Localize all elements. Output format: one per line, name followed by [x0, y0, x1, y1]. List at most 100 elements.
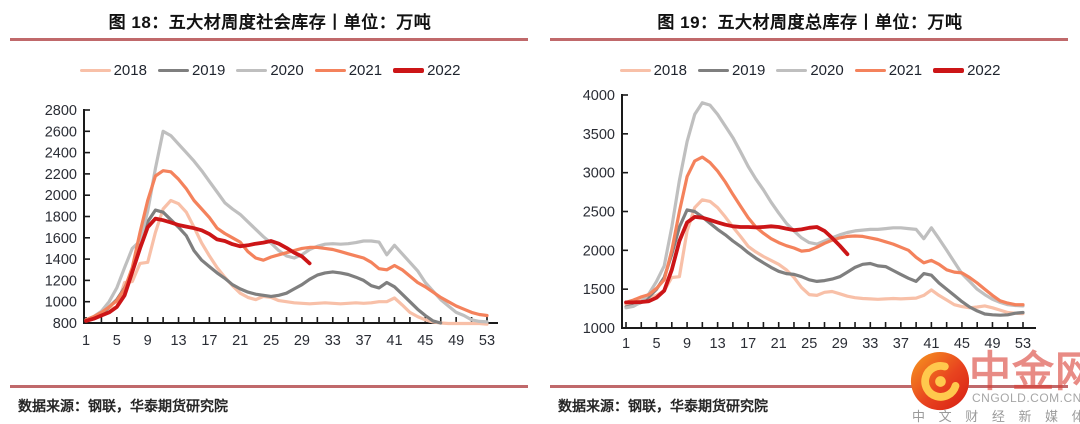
- watermark-tagline-text: 中 文 财 经 新 媒 体: [912, 409, 1080, 424]
- data-source-left: 数据来源：钢联，华泰期货研究院: [18, 398, 228, 414]
- y-tick-label: 2200: [45, 167, 77, 183]
- series-2022-line: [624, 214, 850, 305]
- x-tick-label: 33: [862, 336, 878, 352]
- chart-title-left: 图 18：五大材周度社会库存丨单位：万吨: [108, 13, 432, 32]
- x-tick-label: 49: [448, 333, 464, 349]
- legend-label-2018: 2018: [113, 62, 147, 79]
- x-tick-label: 33: [325, 333, 341, 349]
- x-tick-label: 21: [232, 333, 248, 349]
- y-tick-label: 4000: [583, 88, 615, 104]
- x-tick-label: 53: [1015, 336, 1031, 352]
- legend-item-2020: 2020: [236, 62, 304, 79]
- x-tick-label: 9: [144, 333, 152, 349]
- swirl-comma-icon: [910, 351, 970, 411]
- footer-divider-right: [550, 385, 1068, 388]
- y-tick-label: 1200: [45, 273, 77, 289]
- legend-label-2020: 2020: [270, 62, 304, 79]
- line-chart-social-inventory: 800 1000 1200 1400 1600 1800 2000 2200 2400 2600 2…: [45, 103, 498, 349]
- chart-title-right: 图 19：五大材周度总库存丨单位：万吨: [657, 13, 963, 32]
- series-2018-line: [624, 198, 1025, 316]
- legend-swatch-2022: [393, 68, 425, 73]
- y-tick-label: 1000: [583, 321, 615, 337]
- x-tick-label: 53: [479, 333, 495, 349]
- cngold-watermark-logo: 中金网 CNGOLD.COM.CN 中 文 财 经 新 媒 体: [903, 342, 1080, 424]
- series-2021-line: [84, 169, 489, 322]
- title-divider-left: [10, 38, 528, 41]
- legend-left: 2018 2019 2020 2021 2022: [0, 62, 540, 79]
- series-2019-line: [624, 208, 1025, 317]
- legend-label-2019: 2019: [191, 62, 226, 79]
- x-tick-label: 45: [954, 336, 970, 352]
- y-tick-label: 1000: [45, 295, 77, 311]
- x-tick-label: 37: [893, 336, 909, 352]
- chart-panel-social-inventory: 图 18：五大材周度社会库存丨单位：万吨 2018 2019 2020 2021…: [0, 13, 540, 414]
- y-tick-label: 1600: [45, 231, 77, 247]
- legend-swatch-2019: [157, 68, 189, 73]
- y-tick-label: 2000: [45, 188, 77, 204]
- series-2022-line: [84, 216, 312, 323]
- legend-item-2020: 2020: [776, 62, 844, 79]
- x-tick-label: 1: [622, 336, 630, 352]
- legend-label-2020: 2020: [810, 62, 844, 79]
- x-tick-label: 17: [740, 336, 756, 352]
- y-tick-label: 2500: [583, 205, 615, 221]
- y-tick-label: 3500: [583, 127, 615, 143]
- legend-swatch-2018: [79, 68, 111, 73]
- legend-swatch-2021: [314, 68, 346, 73]
- legend-item-2019: 2019: [697, 62, 766, 79]
- y-tick-label: 1400: [45, 252, 77, 268]
- legend-label-2022: 2022: [427, 62, 461, 79]
- x-tick-label: 41: [386, 333, 402, 349]
- x-tick-label: 5: [652, 336, 660, 352]
- legend-item-2021: 2021: [314, 62, 383, 79]
- x-tick-label: 49: [984, 336, 1000, 352]
- watermark-brand-text: 中金网: [969, 348, 1080, 395]
- x-tick-label: 13: [170, 333, 186, 349]
- y-tick-label: 1500: [583, 282, 615, 298]
- legend-label-2021: 2021: [888, 62, 923, 79]
- x-tick-label: 41: [923, 336, 939, 352]
- title-divider-right: [550, 38, 1068, 41]
- x-tick-label: 1: [82, 333, 90, 349]
- x-tick-label: 25: [263, 333, 279, 349]
- data-source-right: 数据来源：钢联，华泰期货研究院: [558, 398, 768, 414]
- footer-divider-left: [10, 385, 528, 388]
- x-tick-label: 17: [201, 333, 217, 349]
- legend-item-2018: 2018: [79, 62, 147, 79]
- legend-swatch-2020: [236, 68, 268, 73]
- y-tick-label: 2600: [45, 124, 77, 140]
- series-2021-line: [624, 155, 1025, 307]
- legend-item-2022: 2022: [393, 62, 460, 79]
- y-tick-label: 2400: [45, 146, 77, 162]
- legend-label-2018: 2018: [653, 62, 687, 79]
- legend-item-2021: 2021: [854, 62, 923, 79]
- x-tick-label: 13: [710, 336, 726, 352]
- y-tick-label: 2800: [45, 103, 77, 119]
- x-tick-label: 5: [113, 333, 121, 349]
- line-chart-total-inventory: 1000 1500 2000 2500 3000 3500 4000 1 5 9 13 17 21 25 2…: [583, 88, 1036, 352]
- x-tick-label: 9: [683, 336, 691, 352]
- legend-swatch-2018: [619, 68, 651, 73]
- legend-swatch-2021: [854, 68, 886, 73]
- legend-item-2018: 2018: [619, 62, 687, 79]
- x-tick-label: 29: [832, 336, 848, 352]
- x-tick-label: 45: [417, 333, 433, 349]
- legend-item-2022: 2022: [933, 62, 1000, 79]
- y-tick-label: 800: [53, 316, 77, 332]
- legend-right: 2018 2019 2020 2021 2022: [540, 62, 1080, 79]
- y-tick-label: 3000: [583, 166, 615, 182]
- series-2018-line: [84, 198, 489, 326]
- x-tick-label: 25: [801, 336, 817, 352]
- watermark-domain-text: CNGOLD.COM.CN: [972, 391, 1080, 405]
- x-tick-label: 21: [771, 336, 787, 352]
- x-tick-label: 37: [356, 333, 372, 349]
- legend-label-2019: 2019: [731, 62, 766, 79]
- legend-label-2022: 2022: [967, 62, 1001, 79]
- legend-swatch-2019: [697, 68, 729, 73]
- legend-swatch-2022: [933, 68, 965, 73]
- y-tick-label: 1800: [45, 210, 77, 226]
- series-2020-line: [624, 101, 1025, 310]
- legend-label-2021: 2021: [348, 62, 383, 79]
- x-tick-label: 29: [294, 333, 310, 349]
